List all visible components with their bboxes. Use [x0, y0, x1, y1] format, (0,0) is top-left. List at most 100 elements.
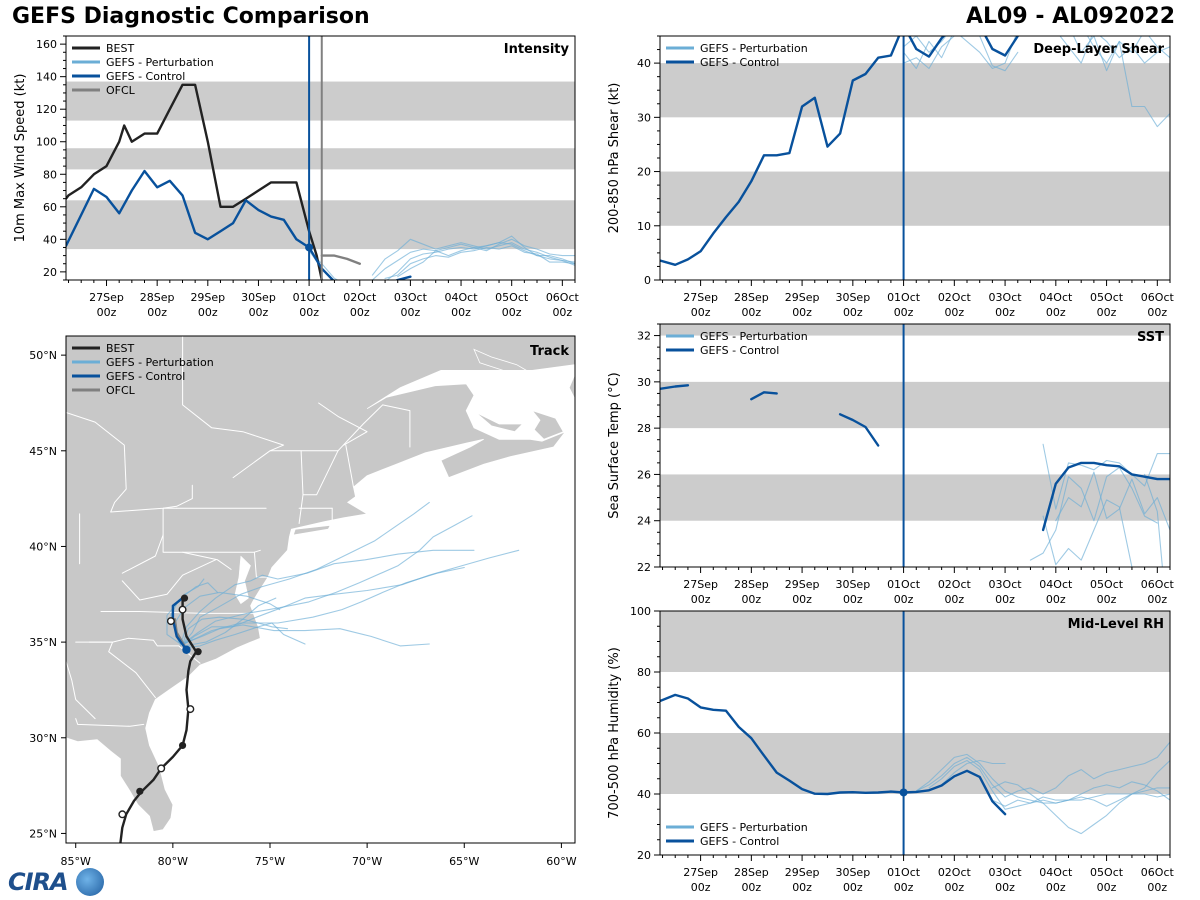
x-tick-label: 00z	[1147, 306, 1167, 319]
lat-tick-label: 25°N	[29, 827, 57, 840]
legend-label-perturbation: GEFS - Perturbation	[106, 356, 214, 369]
x-tick-label: 00z	[691, 881, 711, 894]
plot-area	[660, 36, 1170, 280]
panel-title: Intensity	[504, 42, 570, 57]
series-perturbation	[1029, 466, 1158, 561]
lon-tick-label: 60°W	[546, 855, 576, 868]
x-tick-label: 03Oct	[989, 578, 1023, 591]
x-tick-label: 00z	[401, 306, 421, 319]
x-tick-label: 05Oct	[1090, 291, 1124, 304]
x-tick-label: 04Oct	[1039, 866, 1073, 879]
x-tick-label: 00z	[299, 306, 319, 319]
y-tick-label: 32	[637, 330, 651, 343]
x-tick-label: 00z	[944, 593, 964, 606]
state-border	[345, 444, 354, 488]
state-border	[121, 559, 217, 601]
legend-label-perturbation: GEFS - Perturbation	[700, 42, 808, 55]
y-axis: 22 24 26 28 30 32 Sea Surface Temp (°C)	[607, 323, 660, 574]
panel-track: Track	[65, 335, 576, 844]
x-tick-label: 00z	[1097, 306, 1117, 319]
state-border	[182, 336, 285, 452]
series-perturbation	[915, 741, 1170, 798]
x-tick-label: 05Oct	[1090, 866, 1124, 879]
series-perturbation	[991, 793, 1170, 807]
x-tick-label: 00z	[1046, 593, 1066, 606]
x-tick-label: 00z	[843, 306, 863, 319]
x-tick-label: 00z	[147, 306, 167, 319]
x-tick-label: 03Oct	[989, 291, 1023, 304]
legend-label-best: BEST	[106, 42, 134, 55]
panel-sst: SST	[659, 323, 1171, 568]
x-tick-label: 29Sep	[190, 291, 225, 304]
x-tick-label: 02Oct	[938, 291, 972, 304]
lon-tick-label: 70°W	[352, 855, 382, 868]
x-tick-label: 27Sep	[683, 578, 718, 591]
y-tick-label: 20	[43, 266, 57, 279]
x-tick-label: 00z	[1097, 881, 1117, 894]
y-axis: 0 10 20 30 40 200-850 hPa Shear (kt)	[607, 35, 660, 287]
x-tick-label: 29Sep	[785, 866, 820, 879]
x-tick-label: 00z	[995, 306, 1015, 319]
legend-label-best: BEST	[106, 342, 134, 355]
state-border	[162, 507, 255, 553]
y-tick-label: 24	[637, 515, 651, 528]
state-border	[75, 718, 145, 727]
threshold-band	[660, 611, 1170, 672]
x-tick-label: 00z	[1046, 881, 1066, 894]
lon-tick-label: 65°W	[449, 855, 479, 868]
x-tick-label: 05Oct	[495, 291, 529, 304]
x-tick-label: 27Sep	[683, 866, 718, 879]
series-perturbation	[1059, 36, 1170, 64]
x-tick-label: 00z	[451, 306, 471, 319]
x-tick-label: 00z	[198, 306, 218, 319]
control-init-marker	[899, 788, 908, 797]
best-track	[119, 596, 198, 843]
x-tick-label: 00z	[894, 881, 914, 894]
threshold-band	[66, 200, 575, 250]
x-tick-label: 01Oct	[887, 866, 921, 879]
x-tick-label: 00z	[741, 881, 761, 894]
lat-tick-label: 50°N	[29, 349, 57, 362]
threshold-band	[660, 63, 1170, 118]
y-axis: 20 40 60 80 100 120 140 160 10m Max Wind Speed (…	[13, 35, 66, 281]
perturbation-track	[182, 624, 430, 647]
perturbation-track	[182, 501, 430, 645]
series-perturbation	[397, 238, 575, 278]
y-tick-label: 100	[630, 605, 651, 618]
x-tick-label: 28Sep	[734, 578, 769, 591]
globe-icon	[76, 868, 104, 896]
lat-tick-label: 40°N	[29, 540, 57, 553]
y-tick-label: 40	[43, 233, 57, 246]
y-tick-label: 80	[43, 168, 57, 181]
panel-title: Track	[530, 344, 569, 359]
series-perturbation	[1086, 36, 1170, 128]
state-border	[182, 551, 232, 570]
best-open-marker	[118, 810, 127, 819]
series-perturbation	[1055, 471, 1170, 531]
series-perturbation	[903, 36, 1019, 72]
x-tick-label: 00z	[249, 306, 269, 319]
perturbation-track	[182, 616, 289, 645]
legend-label-control: GEFS - Control	[700, 835, 779, 848]
x-tick-label: 00z	[1046, 306, 1066, 319]
series-control	[660, 693, 1007, 816]
x-tick-label: 29Sep	[785, 578, 820, 591]
y-tick-label: 10	[637, 220, 651, 233]
x-axis: 27Sep 00z 28Sep 00z 29Sep 00z 30Sep 00z 01Oct 00z…	[68, 280, 580, 319]
perturbation-track	[182, 515, 473, 645]
x-tick-label: 00z	[741, 593, 761, 606]
perturbation-track	[180, 549, 475, 645]
y-axis-label: 200-850 hPa Shear (kt)	[607, 83, 622, 234]
y-tick-label: 26	[637, 468, 651, 481]
threshold-band	[660, 171, 1170, 226]
panel-rh: Mid-Level RH	[659, 610, 1171, 856]
series-perturbation	[991, 781, 1170, 804]
x-tick-label: 00z	[995, 593, 1015, 606]
x-tick-label: 01Oct	[887, 578, 921, 591]
x-tick-label: 00z	[502, 306, 522, 319]
